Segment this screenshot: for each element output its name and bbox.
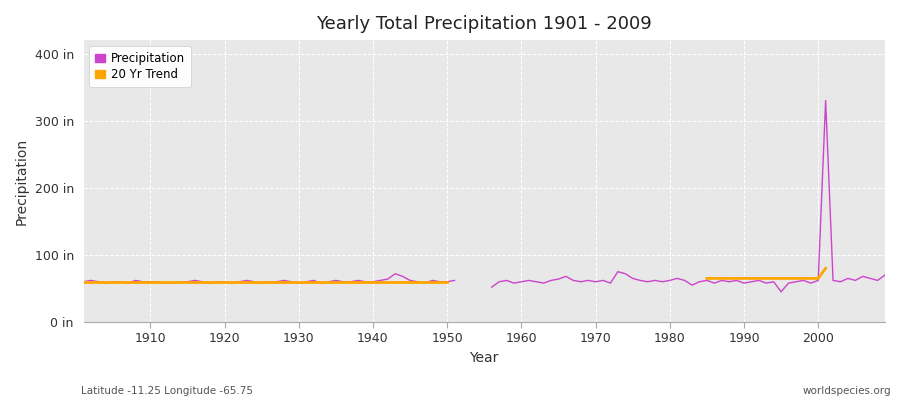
Text: Latitude -11.25 Longitude -65.75: Latitude -11.25 Longitude -65.75 — [81, 386, 253, 396]
X-axis label: Year: Year — [470, 351, 499, 365]
Y-axis label: Precipitation: Precipitation — [15, 138, 29, 225]
Title: Yearly Total Precipitation 1901 - 2009: Yearly Total Precipitation 1901 - 2009 — [317, 15, 652, 33]
Text: worldspecies.org: worldspecies.org — [803, 386, 891, 396]
Legend: Precipitation, 20 Yr Trend: Precipitation, 20 Yr Trend — [89, 46, 191, 87]
